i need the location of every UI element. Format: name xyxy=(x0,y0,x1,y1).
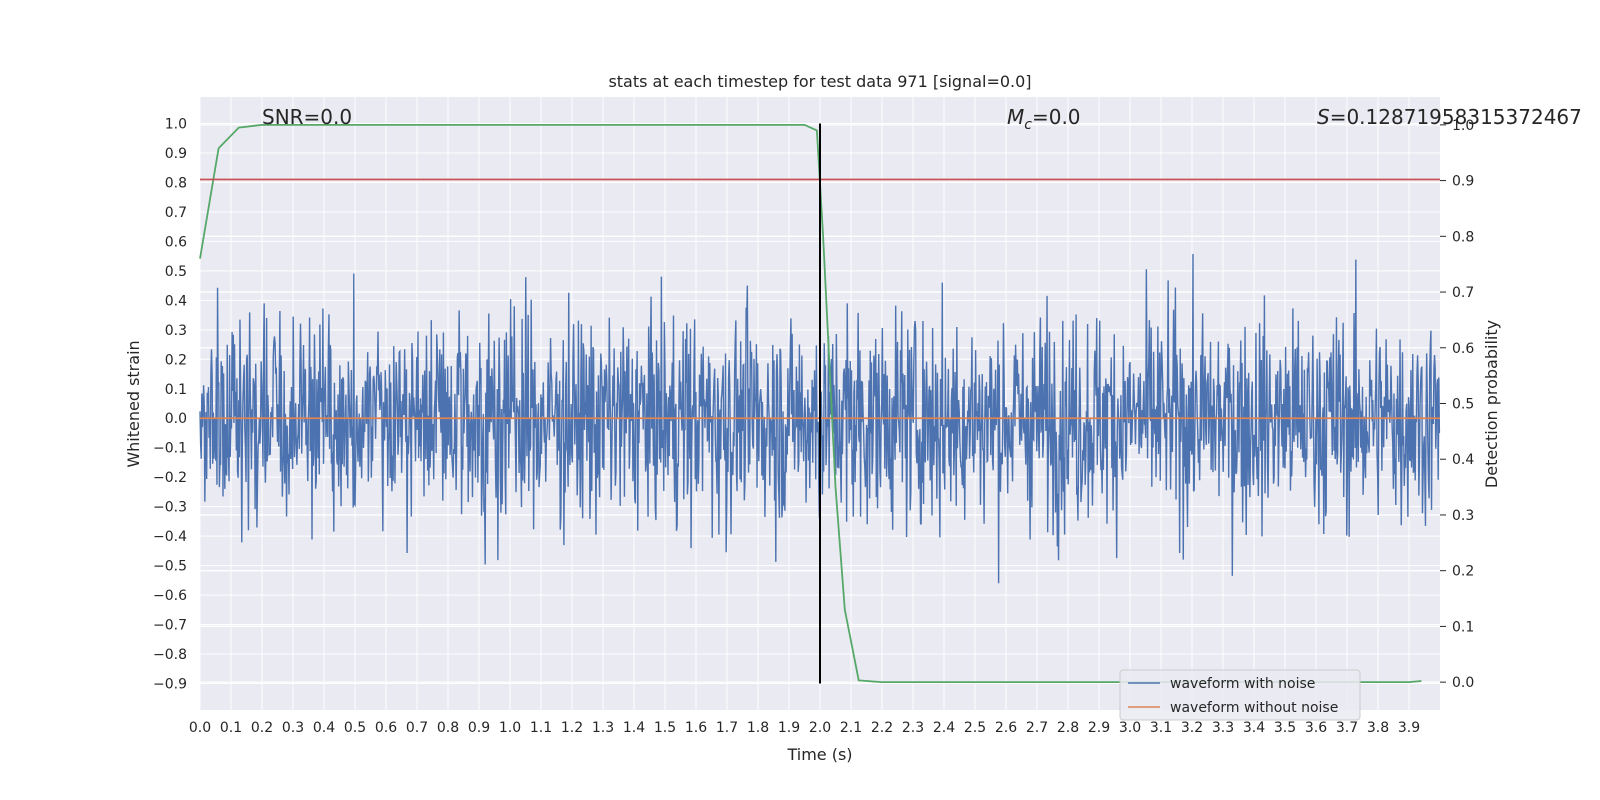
x-tick-label: 1.9 xyxy=(778,720,800,736)
y-axis-right: 1.0 0.9 0.8 0.7 0.6 0.5 0.4 0.3 0.2 0.1 0.0 xyxy=(1440,118,1474,691)
y-left-tick-label: −0.5 xyxy=(153,559,187,575)
x-tick-label: 0.9 xyxy=(468,720,490,736)
y-axis-left-title: Whitened strain xyxy=(124,340,143,467)
y-left-tick-label: −0.9 xyxy=(153,676,187,692)
x-axis-title: Time (s) xyxy=(786,745,852,764)
x-tick-label: 1.6 xyxy=(685,720,707,736)
x-tick-label: 2.6 xyxy=(995,720,1017,736)
x-tick-label: 2.3 xyxy=(902,720,924,736)
y-right-tick-label: 0.3 xyxy=(1452,508,1474,524)
y-left-tick-label: −0.8 xyxy=(153,647,187,663)
y-left-tick-label: −0.3 xyxy=(153,500,187,516)
y-right-tick-label: 0.2 xyxy=(1452,564,1474,580)
x-tick-label: 2.8 xyxy=(1057,720,1079,736)
x-tick-label: 0.0 xyxy=(189,720,211,736)
y-left-tick-label: −0.7 xyxy=(153,618,187,634)
y-right-tick-label: 0.1 xyxy=(1452,619,1474,635)
x-tick-label: 1.7 xyxy=(716,720,738,736)
y-right-tick-label: 1.0 xyxy=(1452,118,1474,134)
x-tick-label: 3.9 xyxy=(1398,720,1420,736)
y-left-tick-label: 0.1 xyxy=(165,382,187,398)
x-tick-label: 3.6 xyxy=(1305,720,1327,736)
x-tick-label: 1.2 xyxy=(561,720,583,736)
legend-box xyxy=(1119,669,1361,721)
y-left-tick-label: 0.0 xyxy=(165,411,187,427)
y-right-tick-label: 0.4 xyxy=(1452,452,1474,468)
x-tick-label: 3.5 xyxy=(1274,720,1296,736)
x-tick-label: 2.9 xyxy=(1088,720,1110,736)
y-axis-right-title: Detection probability xyxy=(1482,320,1501,488)
legend: waveform with noise waveform without noi… xyxy=(1119,669,1361,721)
legend-label-clean: waveform without noise xyxy=(1170,700,1338,716)
x-tick-label: 3.2 xyxy=(1181,720,1203,736)
x-tick-label: 1.3 xyxy=(592,720,614,736)
x-tick-label: 2.4 xyxy=(933,720,955,736)
x-tick-label: 2.2 xyxy=(871,720,893,736)
annotation-snr: SNR=0.0 xyxy=(262,105,352,129)
x-tick-label: 0.8 xyxy=(437,720,459,736)
x-tick-label: 0.3 xyxy=(282,720,304,736)
y-left-tick-label: 0.7 xyxy=(165,205,187,221)
x-tick-label: 1.4 xyxy=(623,720,645,736)
y-right-tick-label: 0.6 xyxy=(1452,341,1474,357)
y-left-tick-label: −0.6 xyxy=(153,588,187,604)
y-left-tick-label: 0.2 xyxy=(165,352,187,368)
y-left-tick-label: 0.9 xyxy=(165,146,187,162)
y-left-tick-label: −0.4 xyxy=(153,529,187,545)
y-left-tick-label: 0.4 xyxy=(165,293,187,309)
y-left-tick-label: −0.1 xyxy=(153,441,187,457)
annotation-mc: Mc=0.0 xyxy=(1007,105,1081,133)
x-tick-label: 1.1 xyxy=(530,720,552,736)
x-tick-label: 2.5 xyxy=(964,720,986,736)
y-left-tick-label: −0.2 xyxy=(153,470,187,486)
x-tick-label: 0.2 xyxy=(251,720,273,736)
y-axis-left: 1.0 0.9 0.8 0.7 0.6 0.5 0.4 0.3 0.2 0.1 0.0 −0.1 −0.… xyxy=(153,117,187,693)
x-tick-label: 2.7 xyxy=(1026,720,1048,736)
x-tick-label: 3.7 xyxy=(1336,720,1358,736)
annotation-mc-subscript: c xyxy=(1024,117,1032,133)
annotation-mc-value: =0.0 xyxy=(1032,105,1081,129)
x-tick-label: 3.0 xyxy=(1119,720,1141,736)
y-right-tick-label: 0.5 xyxy=(1452,397,1474,413)
y-left-tick-label: 1.0 xyxy=(165,117,187,133)
chart-title: stats at each timestep for test data 971… xyxy=(608,72,1031,91)
x-tick-label: 0.1 xyxy=(220,720,242,736)
x-tick-label: 3.3 xyxy=(1212,720,1234,736)
x-tick-label: 1.5 xyxy=(654,720,676,736)
x-tick-label: 0.7 xyxy=(406,720,428,736)
annotation-s: S=0.12871958315372467 xyxy=(1317,105,1582,129)
x-axis: 0.0 0.1 0.2 0.3 0.4 0.5 0.6 0.7 0.8 0.9 1.0 1.1 1.2 1… xyxy=(189,720,1420,736)
x-tick-label: 3.1 xyxy=(1150,720,1172,736)
x-tick-label: 0.4 xyxy=(313,720,335,736)
y-left-tick-label: 0.3 xyxy=(165,323,187,339)
y-left-tick-label: 0.6 xyxy=(165,234,187,250)
x-tick-label: 1.0 xyxy=(499,720,521,736)
legend-label-noise: waveform with noise xyxy=(1170,676,1315,692)
y-left-tick-label: 0.8 xyxy=(165,175,187,191)
x-tick-label: 2.0 xyxy=(809,720,831,736)
x-tick-label: 0.6 xyxy=(375,720,397,736)
x-tick-label: 1.8 xyxy=(747,720,769,736)
x-tick-label: 3.4 xyxy=(1243,720,1265,736)
x-tick-label: 0.5 xyxy=(344,720,366,736)
y-right-tick-label: 0.9 xyxy=(1452,174,1474,190)
annotation-mc-symbol: M xyxy=(1007,105,1024,129)
x-tick-label: 2.1 xyxy=(840,720,862,736)
y-right-tick-label: 0.7 xyxy=(1452,285,1474,301)
x-tick-label: 3.8 xyxy=(1367,720,1389,736)
annotation-s-symbol: S xyxy=(1317,105,1330,129)
y-right-tick-label: 0.8 xyxy=(1452,229,1474,245)
y-left-tick-label: 0.5 xyxy=(165,264,187,280)
y-right-tick-label: 0.0 xyxy=(1452,675,1474,691)
annotation-s-value: =0.12871958315372467 xyxy=(1330,105,1582,129)
